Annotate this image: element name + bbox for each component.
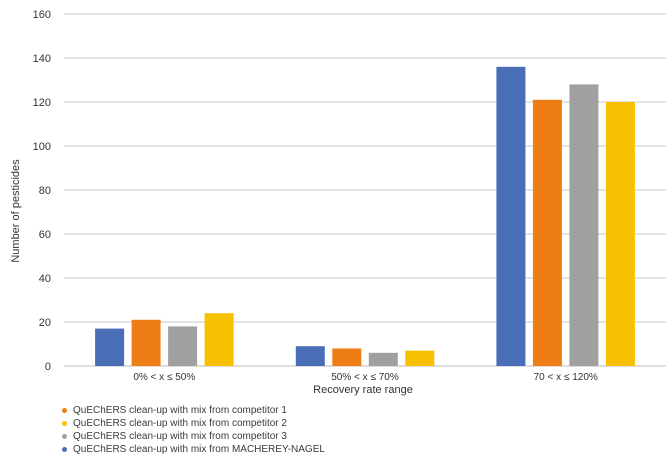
y-tick-label: 80	[39, 185, 51, 197]
bar	[168, 326, 198, 366]
legend-label: QuEChERS clean-up with mix from competit…	[73, 418, 287, 429]
legend-item: QuEChERS clean-up with mix from competit…	[62, 430, 622, 443]
x-tick-label: 50% < x ≤ 70%	[331, 372, 399, 383]
y-tick-label: 60	[39, 229, 51, 241]
legend-item: QuEChERS clean-up with mix from competit…	[62, 404, 622, 417]
bar	[295, 346, 325, 366]
y-tick-label: 40	[39, 273, 51, 285]
legend-marker	[62, 434, 67, 439]
legend-label: QuEChERS clean-up with mix from competit…	[73, 431, 287, 442]
bar	[496, 66, 526, 367]
bars	[95, 66, 635, 367]
x-axis-ticks: 0% < x ≤ 50% 50% < x ≤ 70% 70 < x ≤ 120%	[133, 372, 598, 383]
bar	[332, 348, 362, 366]
bar	[605, 102, 635, 366]
bar	[532, 99, 562, 367]
legend-item: QuEChERS clean-up with mix from competit…	[62, 417, 622, 430]
bar	[405, 350, 435, 366]
x-tick-label: 70 < x ≤ 120%	[534, 372, 598, 383]
x-axis-label: Recovery rate range	[313, 384, 413, 396]
y-tick-label: 140	[33, 53, 51, 65]
legend: QuEChERS clean-up with mix from competit…	[62, 404, 622, 456]
x-tick-label: 0% < x ≤ 50%	[133, 372, 195, 383]
y-tick-label: 20	[39, 317, 51, 329]
legend-label: QuEChERS clean-up with mix from MACHEREY…	[73, 444, 325, 455]
legend-item: QuEChERS clean-up with mix from MACHEREY…	[62, 443, 622, 456]
y-tick-label: 160	[33, 9, 51, 21]
bar	[368, 352, 398, 366]
bar	[131, 319, 161, 366]
y-tick-label: 120	[33, 97, 51, 109]
y-axis-ticks: 0 20 40 60 80 100 120 140 160	[33, 9, 51, 373]
gridlines	[64, 13, 666, 367]
bar	[95, 328, 125, 366]
bar	[569, 84, 599, 367]
y-tick-label: 0	[45, 361, 51, 373]
legend-marker	[62, 447, 67, 452]
bar	[204, 313, 234, 366]
legend-label: QuEChERS clean-up with mix from competit…	[73, 405, 287, 416]
legend-marker	[62, 421, 67, 426]
y-tick-label: 100	[33, 141, 51, 153]
legend-marker	[62, 408, 67, 413]
y-axis-label: Number of pesticides	[10, 159, 22, 263]
